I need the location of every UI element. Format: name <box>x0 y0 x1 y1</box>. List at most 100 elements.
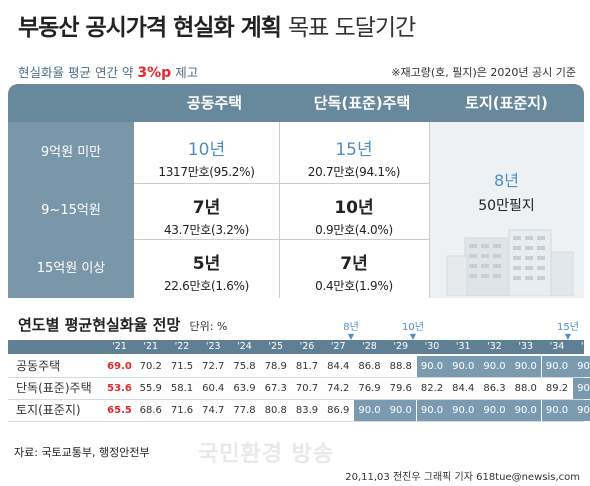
title-sub: 목표 도달기간 <box>287 15 416 41</box>
rate-cell: 90.0 <box>479 356 510 377</box>
title-main: 부동산 공시가격 현실화 계획 <box>18 15 282 41</box>
apt-years-2: 7년 <box>192 198 221 218</box>
rate-cell: 65.5 <box>107 405 132 416</box>
house-years-2: 10년 <box>334 198 374 218</box>
rate-cell: 75.8 <box>233 361 256 372</box>
house-years-3: 7년 <box>340 254 368 274</box>
year-header-cell: '35 <box>580 341 590 352</box>
year-header-cell: '29 <box>393 341 409 352</box>
row-label-1: 9억원 미만 <box>8 122 134 183</box>
table-row-apartment: 공동주택 69.0 70.2 71.5 72.7 75.8 78.9 81.7 84.4 86.8… <box>8 356 590 377</box>
table-row-house: 단독(표준)주택 53.6 55.9 58.1 60.4 63.9 67.3 70.7 74.2… <box>8 378 590 399</box>
rate-cell: 74.2 <box>327 383 350 394</box>
table1-header: 공동주택 단독(표준)주택 토지(표준지) <box>8 84 584 122</box>
subtitle-highlight: 3%p <box>137 65 172 81</box>
row-label: 공동주택 <box>16 359 61 373</box>
rate-cell: 90.0 <box>447 356 479 377</box>
row-separator <box>8 399 584 400</box>
apt-row-1: 10년 1317만호(95.2%) <box>134 122 279 183</box>
year-header-cell: '31 <box>455 341 471 352</box>
rate-cell: 76.9 <box>358 383 381 394</box>
year-header-cell: '22 <box>174 341 190 352</box>
apt-years-3: 5년 <box>192 254 221 274</box>
header-house: 단독(표준)주택 <box>313 94 411 112</box>
watermark: 국민환경 방송 <box>198 442 335 467</box>
rate-cell: 60.4 <box>202 383 225 394</box>
house-years-1: 15년 <box>335 140 373 160</box>
house-count-1: 20.7만호(94.1%) <box>307 165 401 179</box>
rate-cell: 53.6 <box>107 383 132 394</box>
rate-cell: 90.0 <box>510 356 542 377</box>
rate-cell: 79.6 <box>389 383 412 394</box>
year-header-cell: '30 <box>424 341 440 352</box>
row-label: 토지(표준지) <box>16 403 81 417</box>
rate-cell: 90.0 <box>572 378 590 399</box>
byline: 20,11,03 전진우 그래픽 기자 618tue@newsis,com <box>345 472 580 483</box>
subtitle-suffix: 제고 <box>175 65 199 80</box>
marker-label: 10년 <box>402 322 424 333</box>
row-separator <box>8 377 584 378</box>
rate-cell: 71.5 <box>170 361 194 372</box>
apt-count-3: 22.6만호(1.6%) <box>163 279 250 293</box>
house-row-3: 7년 0.4만호(1.9%) <box>279 239 429 298</box>
rate-cell: 67.3 <box>264 383 287 394</box>
rate-cell: 80.8 <box>264 405 287 416</box>
rate-cell: 70.7 <box>295 383 319 394</box>
house-row-2: 10년 0.9만호(4.0%) <box>279 183 429 239</box>
rate-cell: 90.0 <box>447 400 479 421</box>
table-row-land: 토지(표준지) 65.5 68.6 71.6 74.7 77.8 80.8 83.9 86.9 9… <box>8 400 590 421</box>
marker-arrow-icon: ▼ <box>409 332 417 341</box>
header-apartment: 공동주택 <box>186 94 243 112</box>
row-divider <box>134 183 429 184</box>
unit-label: 단위: % <box>189 320 228 333</box>
apt-row-2: 7년 43.7만호(3.2%) <box>134 183 279 239</box>
apt-count-1: 1317만호(95.2%) <box>158 165 255 179</box>
rate-cell: 84.4 <box>452 383 475 394</box>
rate-cell: 90.0 <box>541 400 573 421</box>
header-land: 토지(표준지) <box>465 94 548 112</box>
year-header-cell: '23 <box>205 341 221 352</box>
rate-cell: 90.0 <box>510 400 542 421</box>
row-label-3: 15억원 이상 <box>8 239 134 298</box>
marker-10-years: 10년 ▼ <box>396 318 430 341</box>
house-count-3: 0.4만호(1.9%) <box>315 279 393 293</box>
land-count: 50만필지 <box>478 198 535 214</box>
land-years: 8년 <box>494 171 519 190</box>
rate-cell: 90.0 <box>572 400 590 421</box>
year-header-cell: '24 <box>237 341 252 352</box>
section-title-text: 연도별 평균현실화율 전망 <box>18 316 181 334</box>
year-header-cell: '25 <box>268 341 284 352</box>
rate-cell: 90.0 <box>416 356 448 377</box>
rate-cell: 90.0 <box>385 400 417 421</box>
rate-cell: 90.0 <box>572 356 590 377</box>
rate-cell: 77.8 <box>233 405 256 416</box>
row-divider <box>134 239 429 240</box>
marker-15-years: 15년 ▼ <box>551 318 585 341</box>
rate-cell: 84.4 <box>327 361 350 372</box>
rate-cell: 83.9 <box>295 405 319 416</box>
apt-years-1: 10년 <box>187 140 226 160</box>
rate-cell: 82.2 <box>420 383 444 394</box>
page-title: 부동산 공시가격 현실화 계획 목표 도달기간 <box>18 8 416 42</box>
row-label: 단독(표준)주택 <box>16 381 92 395</box>
apt-row-3: 5년 22.6만호(1.6%) <box>134 239 279 298</box>
year-header-cell: '33 <box>518 341 534 352</box>
column-divider <box>429 122 430 298</box>
apt-count-2: 43.7만호(3.2%) <box>163 223 250 237</box>
marker-arrow-icon: ▼ <box>564 332 572 341</box>
marker-label: 8년 <box>343 322 359 333</box>
rate-cell: 55.9 <box>139 383 162 394</box>
rate-cell: 68.6 <box>139 405 162 416</box>
row-separator <box>8 421 584 422</box>
rate-cell: 63.9 <box>233 383 256 394</box>
year-header-row: '21 '21 '22 '23 '24 '25 '26 '27 '28 '29 '30 '31 '32 '… <box>8 340 590 354</box>
rate-cell: 86.3 <box>483 383 506 394</box>
rate-cell: 69.0 <box>107 361 132 372</box>
rate-cell: 74.7 <box>202 405 225 416</box>
apartment-building-illustration <box>446 229 574 296</box>
section-title: 연도별 평균현실화율 전망 단위: % <box>18 314 227 335</box>
year-header-cell: '34 <box>549 341 565 352</box>
column-divider <box>279 122 280 298</box>
land-cell: 8년 50만필지 <box>429 122 584 298</box>
year-header-cell: '28 <box>362 341 377 352</box>
